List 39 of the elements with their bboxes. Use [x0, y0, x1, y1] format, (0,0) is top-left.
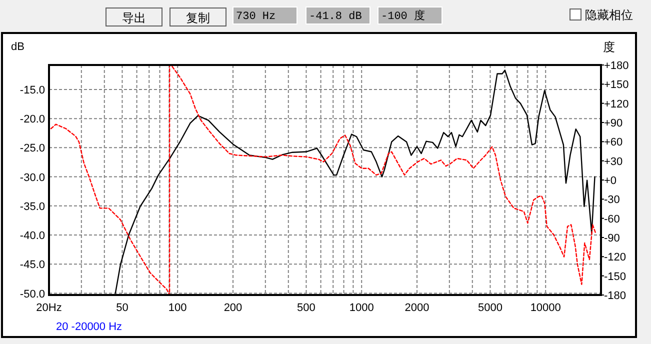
y-tick-label: -35.0: [20, 200, 45, 213]
x-tick-label: 100: [168, 302, 187, 314]
x-tick-label: 50: [116, 302, 128, 314]
text: 20 -20000 Hz: [56, 321, 122, 333]
y2-tick-label: -180: [604, 290, 626, 302]
text: 复制: [186, 11, 210, 25]
x-tick-label: 200: [224, 302, 242, 314]
y2-tick-label: -60: [604, 213, 620, 226]
y-tick-label: -40.0: [20, 230, 45, 242]
x-tick-label: 10000: [530, 302, 561, 314]
x-tick-label: 500: [297, 302, 316, 314]
x-tick-label: 2000: [404, 302, 430, 314]
y2-tick-label: +150: [604, 79, 629, 92]
y-tick-label: -30.0: [20, 172, 45, 184]
y-tick-label: -50.0: [20, 288, 45, 300]
y-tick-label: -20.0: [20, 114, 45, 126]
y2-tick-label: +30: [604, 156, 623, 168]
text: -41.8 dB: [309, 11, 362, 23]
y-tick-label: -15.0: [20, 84, 45, 96]
y2-tick-label: +180: [604, 60, 629, 72]
text: 导出: [122, 11, 146, 25]
y2-tick-label: +60: [604, 136, 623, 149]
y2-tick-label: +0: [604, 175, 617, 187]
y-axis-title: dB: [11, 41, 24, 53]
y2-tick-label: -30: [604, 194, 620, 206]
y2-tick-label: -150: [604, 270, 626, 283]
text: -100 度: [381, 9, 426, 23]
y2-tick-label: +90: [604, 118, 623, 130]
y2-tick-label: -90: [604, 232, 620, 244]
x-tick-label: 20Hz: [36, 302, 62, 314]
y2-axis-title: 度: [603, 40, 615, 54]
x-tick-label: 5000: [478, 302, 502, 314]
y2-tick-label: -120: [604, 252, 626, 264]
x-tick-label: 1000: [349, 302, 374, 314]
y-tick-label: -45.0: [20, 259, 45, 272]
y-tick-label: -25.0: [20, 142, 45, 155]
text: 隐藏相位: [585, 8, 633, 22]
y2-tick-label: +120: [604, 98, 629, 110]
text: 730 Hz: [236, 11, 276, 23]
